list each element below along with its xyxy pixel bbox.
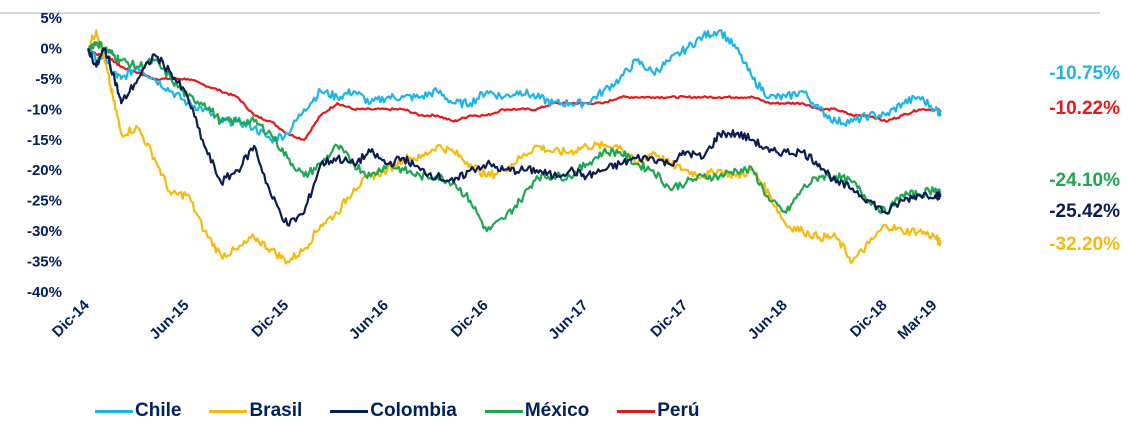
legend-item-colombia: Colombia bbox=[330, 400, 457, 422]
x-tick-label: Jun-16 bbox=[346, 297, 392, 343]
legend-swatch bbox=[484, 409, 523, 413]
end-label-perú: -10.22% bbox=[1049, 98, 1120, 119]
y-tick-label: 5% bbox=[40, 10, 62, 27]
series-lines bbox=[86, 29, 942, 265]
line-chart: 5% 0% -5% -10% -15% -20% -25% -30% -35% -40% Dic-… bbox=[27, 10, 1120, 343]
y-tick-label: -15% bbox=[27, 132, 62, 149]
legend-label: México bbox=[524, 400, 590, 421]
end-label-brasil: -32.20% bbox=[1049, 234, 1120, 255]
y-tick-label: -40% bbox=[27, 284, 62, 301]
y-tick-label: -35% bbox=[27, 254, 62, 271]
x-tick-label: Jun-15 bbox=[146, 297, 192, 343]
x-tick-label: Dic-15 bbox=[248, 297, 292, 341]
legend-item-perú: Perú bbox=[617, 400, 700, 422]
legend-swatch bbox=[617, 409, 656, 413]
x-tick-label: Mar-19 bbox=[894, 297, 940, 343]
legend-label: Perú bbox=[657, 400, 700, 421]
x-tick-label: Dic-16 bbox=[448, 297, 492, 341]
end-label-chile: -10.75% bbox=[1049, 63, 1120, 84]
legend-label: Chile bbox=[135, 400, 182, 421]
y-tick-label: 0% bbox=[40, 40, 62, 57]
x-axis: Dic-14 Jun-15 Dic-15 Jun-16 Dic-16 Jun-17 Dic-… bbox=[49, 296, 941, 343]
x-tick-label: Jun-17 bbox=[545, 297, 591, 343]
x-tick-label: Dic-17 bbox=[647, 297, 691, 341]
y-tick-label: -30% bbox=[27, 223, 62, 240]
series-line-chile bbox=[86, 29, 942, 144]
x-tick-label: Dic-18 bbox=[847, 297, 891, 341]
legend-label: Colombia bbox=[370, 400, 457, 421]
series-line-colombia bbox=[87, 47, 942, 227]
y-tick-label: -10% bbox=[27, 101, 62, 118]
y-tick-label: -20% bbox=[27, 162, 62, 179]
y-tick-label: -5% bbox=[35, 71, 62, 88]
end-label-colombia: -25.42% bbox=[1049, 201, 1120, 222]
y-tick-label: -25% bbox=[27, 193, 62, 210]
legend: Chile Brasil Colombia México Perú bbox=[95, 398, 975, 424]
x-tick-label: Dic-14 bbox=[49, 296, 93, 340]
legend-item-chile: Chile bbox=[95, 400, 181, 422]
end-labels: -10.75% -32.20% -25.42% -24.10% -10.22% bbox=[1049, 63, 1120, 255]
x-tick-label: Jun-18 bbox=[745, 297, 791, 343]
series-line-brasil bbox=[86, 29, 942, 265]
top-border bbox=[0, 0, 1100, 14]
end-label-méxico: -24.10% bbox=[1049, 170, 1120, 191]
legend-item-brasil: Brasil bbox=[209, 400, 302, 422]
legend-item-méxico: México bbox=[484, 400, 590, 422]
series-line-méxico bbox=[86, 40, 942, 233]
legend-swatch bbox=[209, 409, 248, 413]
legend-swatch bbox=[330, 409, 369, 413]
legend-label: Brasil bbox=[249, 400, 303, 421]
y-axis: 5% 0% -5% -10% -15% -20% -25% -30% -35% -40% bbox=[27, 10, 62, 301]
series-line-perú bbox=[87, 47, 942, 141]
legend-swatch bbox=[95, 409, 133, 413]
